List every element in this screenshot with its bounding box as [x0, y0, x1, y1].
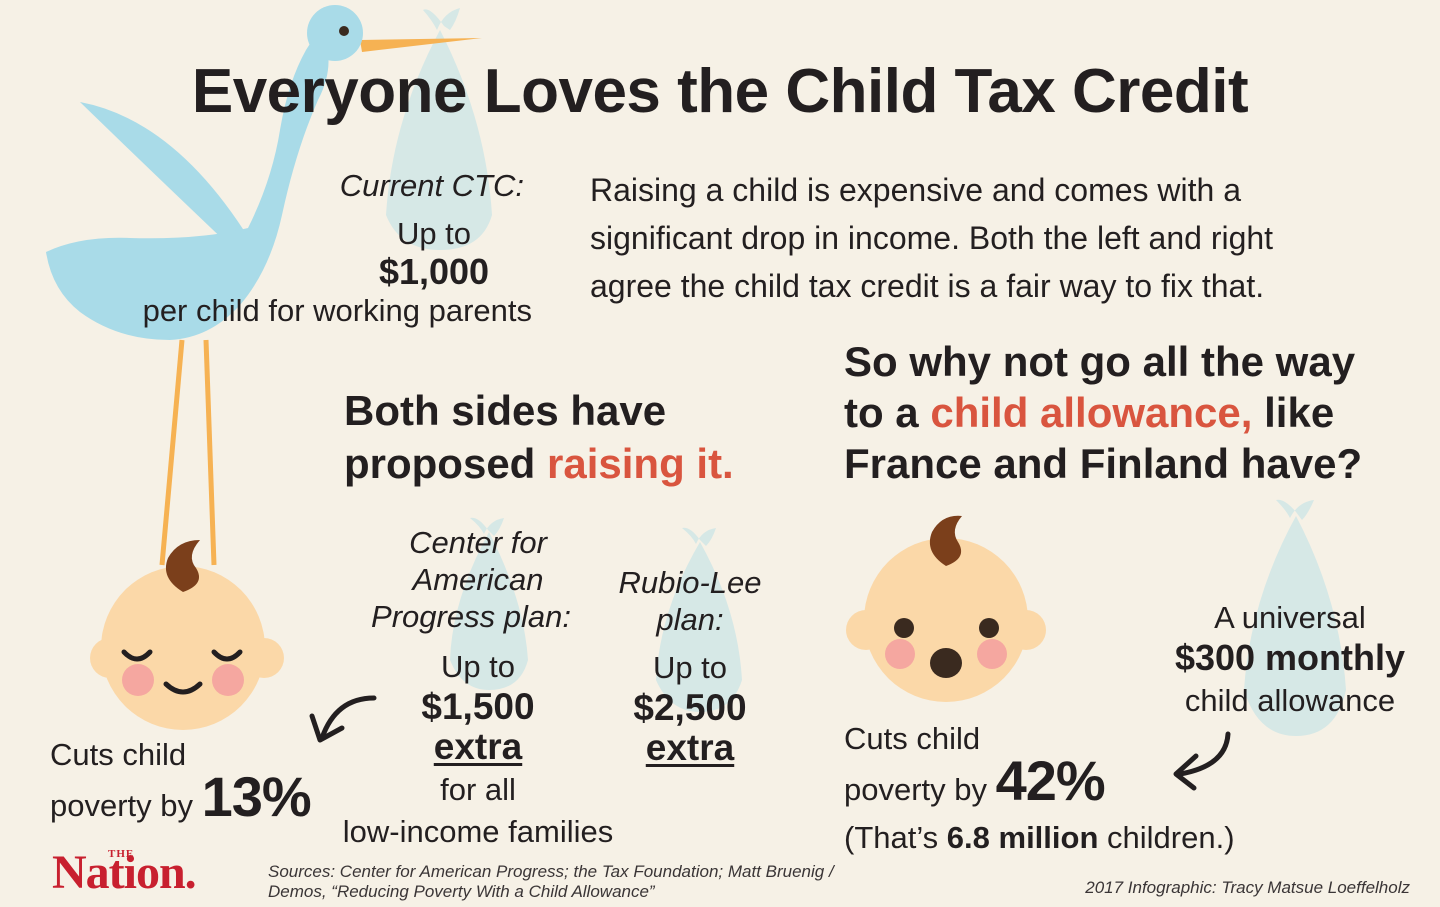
rubio-lee-plan: Rubio-Lee plan: Up to $2,500 extra — [600, 564, 780, 768]
right-result-line: poverty by 42% — [844, 749, 1106, 812]
right-result: Cuts child poverty by 42% (That’s 6.8 mi… — [844, 718, 1235, 859]
both-sides-line: Both sides have — [344, 387, 667, 434]
universal-allowance: A universal $300 monthly child allowance — [1150, 598, 1430, 724]
allowance-question-line: to a child allowance, like — [844, 389, 1335, 436]
current-ctc-amount: $1,000 — [378, 251, 490, 292]
cap-plan-amount: $1,500 — [421, 686, 535, 727]
child-allowance-highlight: child allowance, — [930, 389, 1253, 436]
cap-plan-for: for all — [440, 772, 516, 807]
cap-plan-extra: extra — [433, 726, 523, 767]
intro-line: Raising a child is expensive and comes w… — [590, 172, 1241, 208]
cap-plan-for: low-income families — [342, 814, 614, 849]
allowance-question-line: France and Finland have? — [844, 440, 1363, 487]
curved-arrow-icon — [1173, 731, 1231, 791]
rubio-lee-plan-name: Rubio-Lee plan: — [618, 565, 762, 637]
infographic-credit: 2017 Infographic: Tracy Matsue Loeffelho… — [1085, 878, 1410, 897]
rubio-lee-extra: extra — [645, 727, 735, 768]
rubio-lee-up-to: Up to — [652, 650, 728, 685]
both-sides-line: proposed raising it. — [344, 440, 734, 487]
rubio-lee-amount: $2,500 — [633, 687, 747, 728]
intro-line: agree the child tax credit is a fair way… — [590, 268, 1265, 304]
current-ctc: Current CTC: Up to $1,000 per child for … — [96, 166, 532, 332]
right-result-note: (That’s 6.8 million children.) — [844, 820, 1235, 855]
left-result-percent: 13% — [201, 765, 312, 828]
cap-plan: Center for American Progress plan: Up to… — [330, 524, 626, 853]
current-ctc-label: Current CTC: — [339, 168, 524, 203]
universal-amount: $300 monthly — [1174, 637, 1406, 678]
cap-plan-up-to: Up to — [440, 649, 516, 684]
curved-arrow-icon — [309, 695, 377, 743]
universal-line: A universal — [1214, 600, 1366, 635]
current-ctc-up-to: Up to — [396, 216, 472, 251]
left-result: Cuts child poverty by 13% — [50, 734, 312, 828]
universal-line: child allowance — [1184, 683, 1396, 718]
baby-bundle-icon — [450, 517, 528, 690]
right-result-line: Cuts child — [844, 721, 981, 756]
left-result-line: Cuts child — [50, 737, 187, 772]
raising-it-highlight: raising it. — [547, 440, 734, 487]
baby-bundle-icon — [1244, 499, 1346, 736]
cap-plan-name: Center for American Progress plan: — [371, 525, 571, 634]
allowance-question-heading: So why not go all the way to a child all… — [844, 336, 1424, 489]
intro-line: significant drop in income. Both the lef… — [590, 220, 1274, 256]
baby-bundle-icon — [656, 527, 742, 712]
surprised-baby-icon — [846, 515, 1046, 702]
both-sides-heading: Both sides have proposed raising it. — [344, 384, 804, 490]
sleeping-baby-icon — [90, 540, 284, 730]
baby-bundle-icon — [386, 8, 492, 250]
current-ctc-description: per child for working parents — [142, 293, 532, 328]
allowance-question-line: So why not go all the way — [844, 338, 1356, 385]
stork-icon — [46, 5, 482, 566]
sources-note: Sources: Center for American Progress; t… — [268, 862, 834, 901]
intro-text: Raising a child is expensive and comes w… — [590, 166, 1420, 310]
right-result-percent: 42% — [995, 749, 1106, 812]
nation-logo: THE Nation. — [52, 846, 197, 899]
page-title: Everyone Loves the Child Tax Credit — [191, 57, 1249, 126]
left-result-line: poverty by 13% — [50, 765, 312, 828]
